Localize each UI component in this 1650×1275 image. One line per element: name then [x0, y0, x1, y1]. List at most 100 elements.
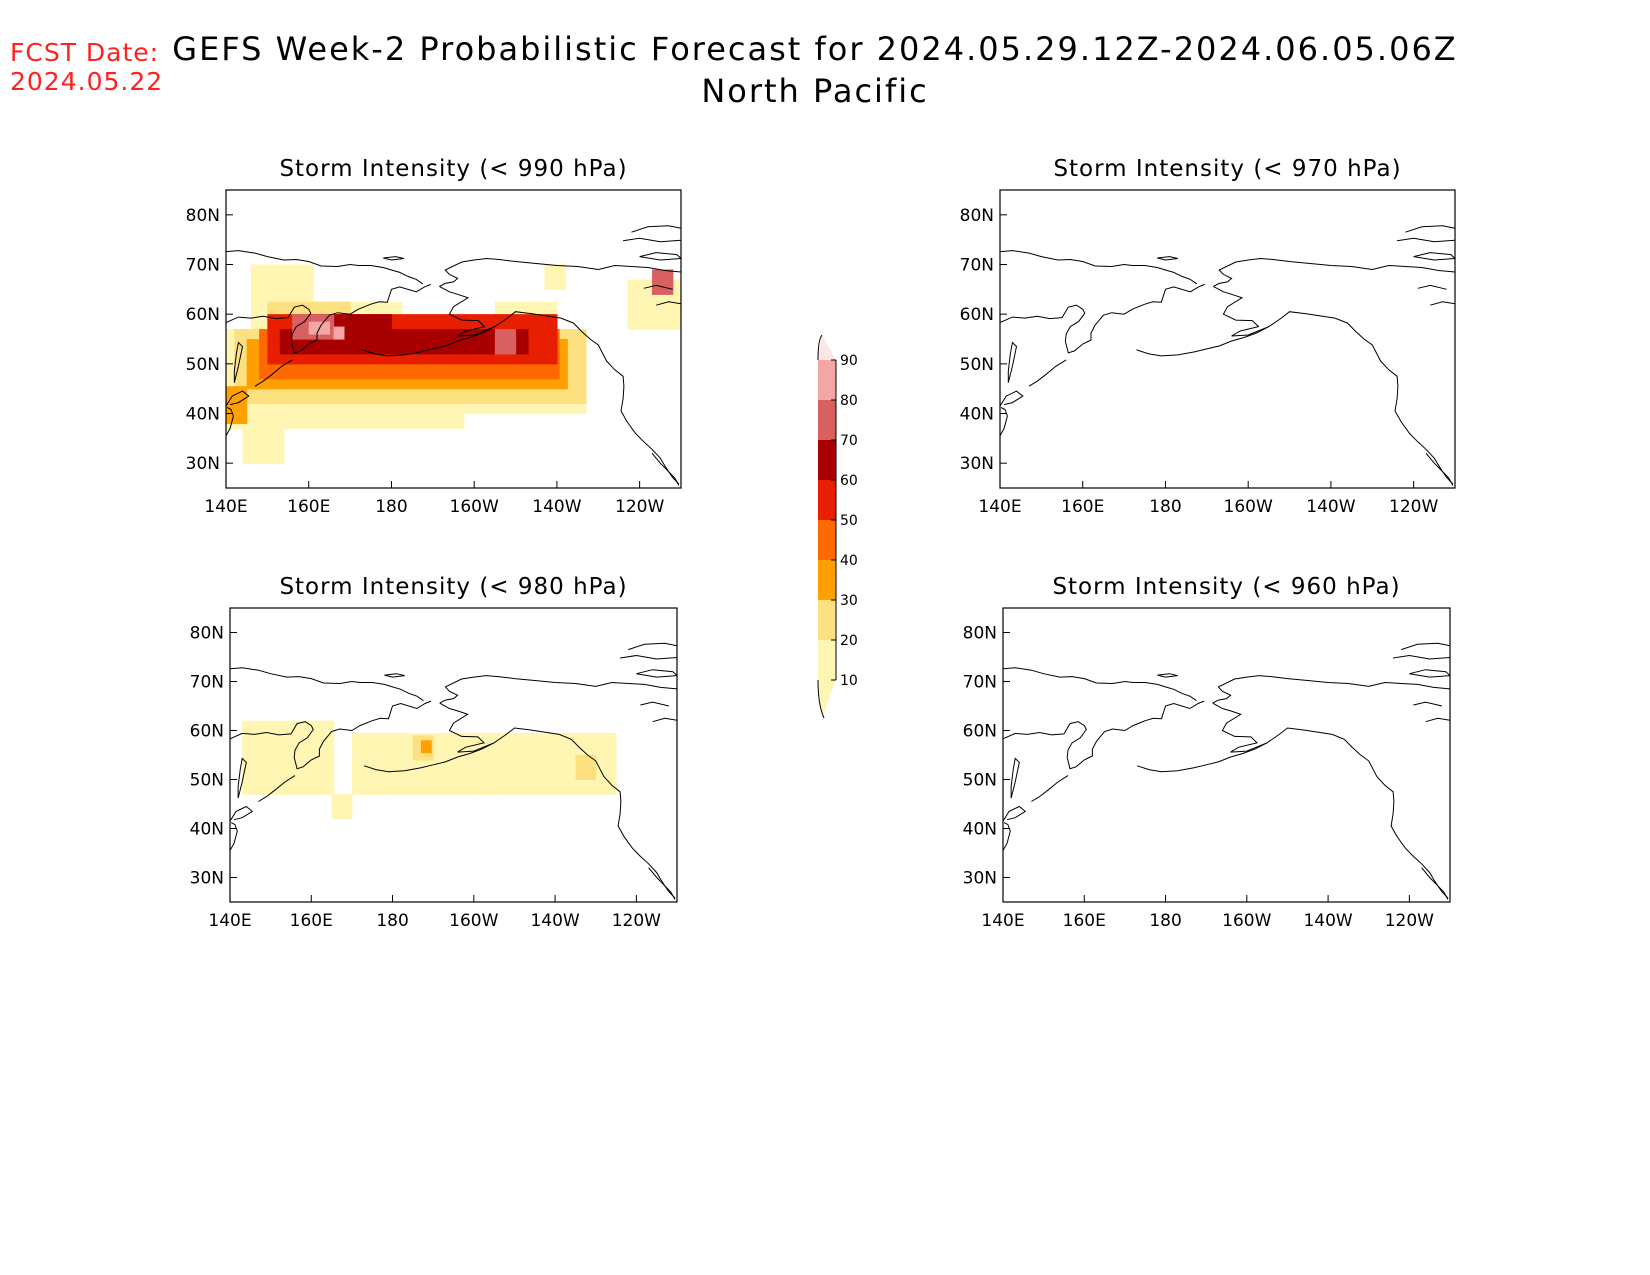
probability-cell [575, 366, 587, 380]
probability-cell [595, 769, 607, 783]
probability-cell [292, 314, 304, 328]
probability-cell [463, 732, 475, 746]
probability-cell [514, 745, 526, 759]
probability-cell [333, 326, 345, 340]
probability-cell [257, 415, 268, 429]
probability-cell [534, 745, 546, 759]
probability-cell [453, 376, 465, 390]
coastline [1157, 673, 1178, 678]
probability-cell [515, 376, 527, 390]
probability-cell [524, 732, 536, 746]
probability-cell [465, 341, 477, 355]
probability-cell [308, 351, 320, 365]
probability-cell [391, 351, 403, 365]
probability-cell [370, 301, 382, 315]
probability-cell [267, 339, 279, 353]
probability-cell [555, 732, 566, 746]
probability-cell [252, 732, 264, 746]
probability-cell [433, 769, 444, 783]
probability-cell [514, 732, 526, 746]
probability-cell [525, 314, 537, 328]
probability-cell [392, 732, 404, 746]
colorbar-bottom-edge [817, 679, 825, 719]
panel-title: Storm Intensity (< 970 hPa) [1053, 156, 1401, 182]
probability-cell [282, 732, 294, 746]
probability-cell [441, 391, 453, 405]
probability-cell [277, 403, 289, 417]
probability-cell [382, 757, 394, 771]
probability-cell [505, 341, 517, 355]
probability-cell [277, 301, 289, 315]
coastline [1028, 359, 1067, 387]
probability-cell [319, 376, 331, 390]
panel-title: Storm Intensity (< 980 hPa) [279, 574, 627, 600]
panel-title: Storm Intensity (< 960 hPa) [1052, 574, 1400, 600]
probability-cell [483, 757, 495, 771]
probability-cell [392, 769, 404, 783]
probability-cell [265, 391, 277, 405]
probability-cell [534, 732, 546, 746]
probability-cell [503, 391, 515, 405]
probability-cell [382, 745, 394, 759]
probability-cell [420, 391, 432, 405]
probability-cell [263, 425, 275, 439]
probability-cell [517, 329, 529, 343]
probability-cell [236, 411, 248, 425]
probability-cell [555, 745, 566, 759]
probability-cell [546, 376, 558, 390]
probability-cell [250, 289, 262, 303]
colorbar-bottom-cap [818, 680, 836, 718]
figure-title: GEFS Week-2 Probabilistic Forecast for 2… [172, 30, 1458, 68]
probability-cell [412, 314, 424, 328]
coastline [1417, 284, 1447, 290]
probability-cell [313, 781, 325, 795]
probability-cell [360, 376, 372, 390]
probability-cell [292, 769, 304, 783]
probability-cell [637, 304, 649, 318]
probability-cell [234, 329, 246, 343]
lat-tick-label: 70N [960, 256, 994, 276]
lon-tick-label: 160W [1224, 497, 1273, 517]
probability-cell [434, 329, 446, 343]
probability-cell [246, 403, 258, 417]
coastline [1393, 654, 1450, 660]
probability-cell [362, 769, 373, 783]
probability-cell [372, 745, 383, 759]
probability-cell [403, 366, 415, 380]
probability-cell [391, 301, 403, 315]
lat-tick-label: 80N [960, 206, 994, 226]
probability-cell [575, 781, 587, 795]
lon-tick-label: 180 [376, 911, 408, 931]
probability-cell [234, 341, 246, 355]
coastline [1397, 237, 1455, 243]
probability-cell [514, 769, 526, 783]
probability-cell [389, 391, 401, 405]
probability-cell [261, 289, 273, 303]
probability-cell [259, 341, 271, 355]
probability-cell [319, 321, 331, 335]
probability-cell [412, 403, 424, 417]
probability-cell [303, 745, 314, 759]
probability-cell [226, 411, 237, 425]
probability-cell [486, 366, 498, 380]
probability-cell [399, 391, 411, 405]
probability-cell [494, 341, 506, 355]
probability-cell [536, 326, 548, 340]
probability-cell [412, 781, 424, 795]
map-panel-3: Storm Intensity (< 980 hPa) 140E 160E 180 16… [190, 574, 678, 931]
probability-cell [372, 341, 384, 355]
lat-tick-label: 40N [963, 820, 997, 840]
probability-cell [339, 376, 351, 390]
probability-cell [402, 757, 414, 771]
probability-cell [605, 732, 617, 746]
probability-cell [548, 366, 560, 380]
map-area [1000, 225, 1455, 486]
probability-cell [262, 757, 274, 771]
probability-cell [391, 314, 403, 328]
probability-cell [267, 415, 279, 429]
probability-cell [465, 366, 477, 380]
probability-cell [575, 391, 587, 405]
probability-cell [505, 301, 517, 315]
probability-cell [433, 745, 444, 759]
probability-cell [445, 341, 457, 355]
